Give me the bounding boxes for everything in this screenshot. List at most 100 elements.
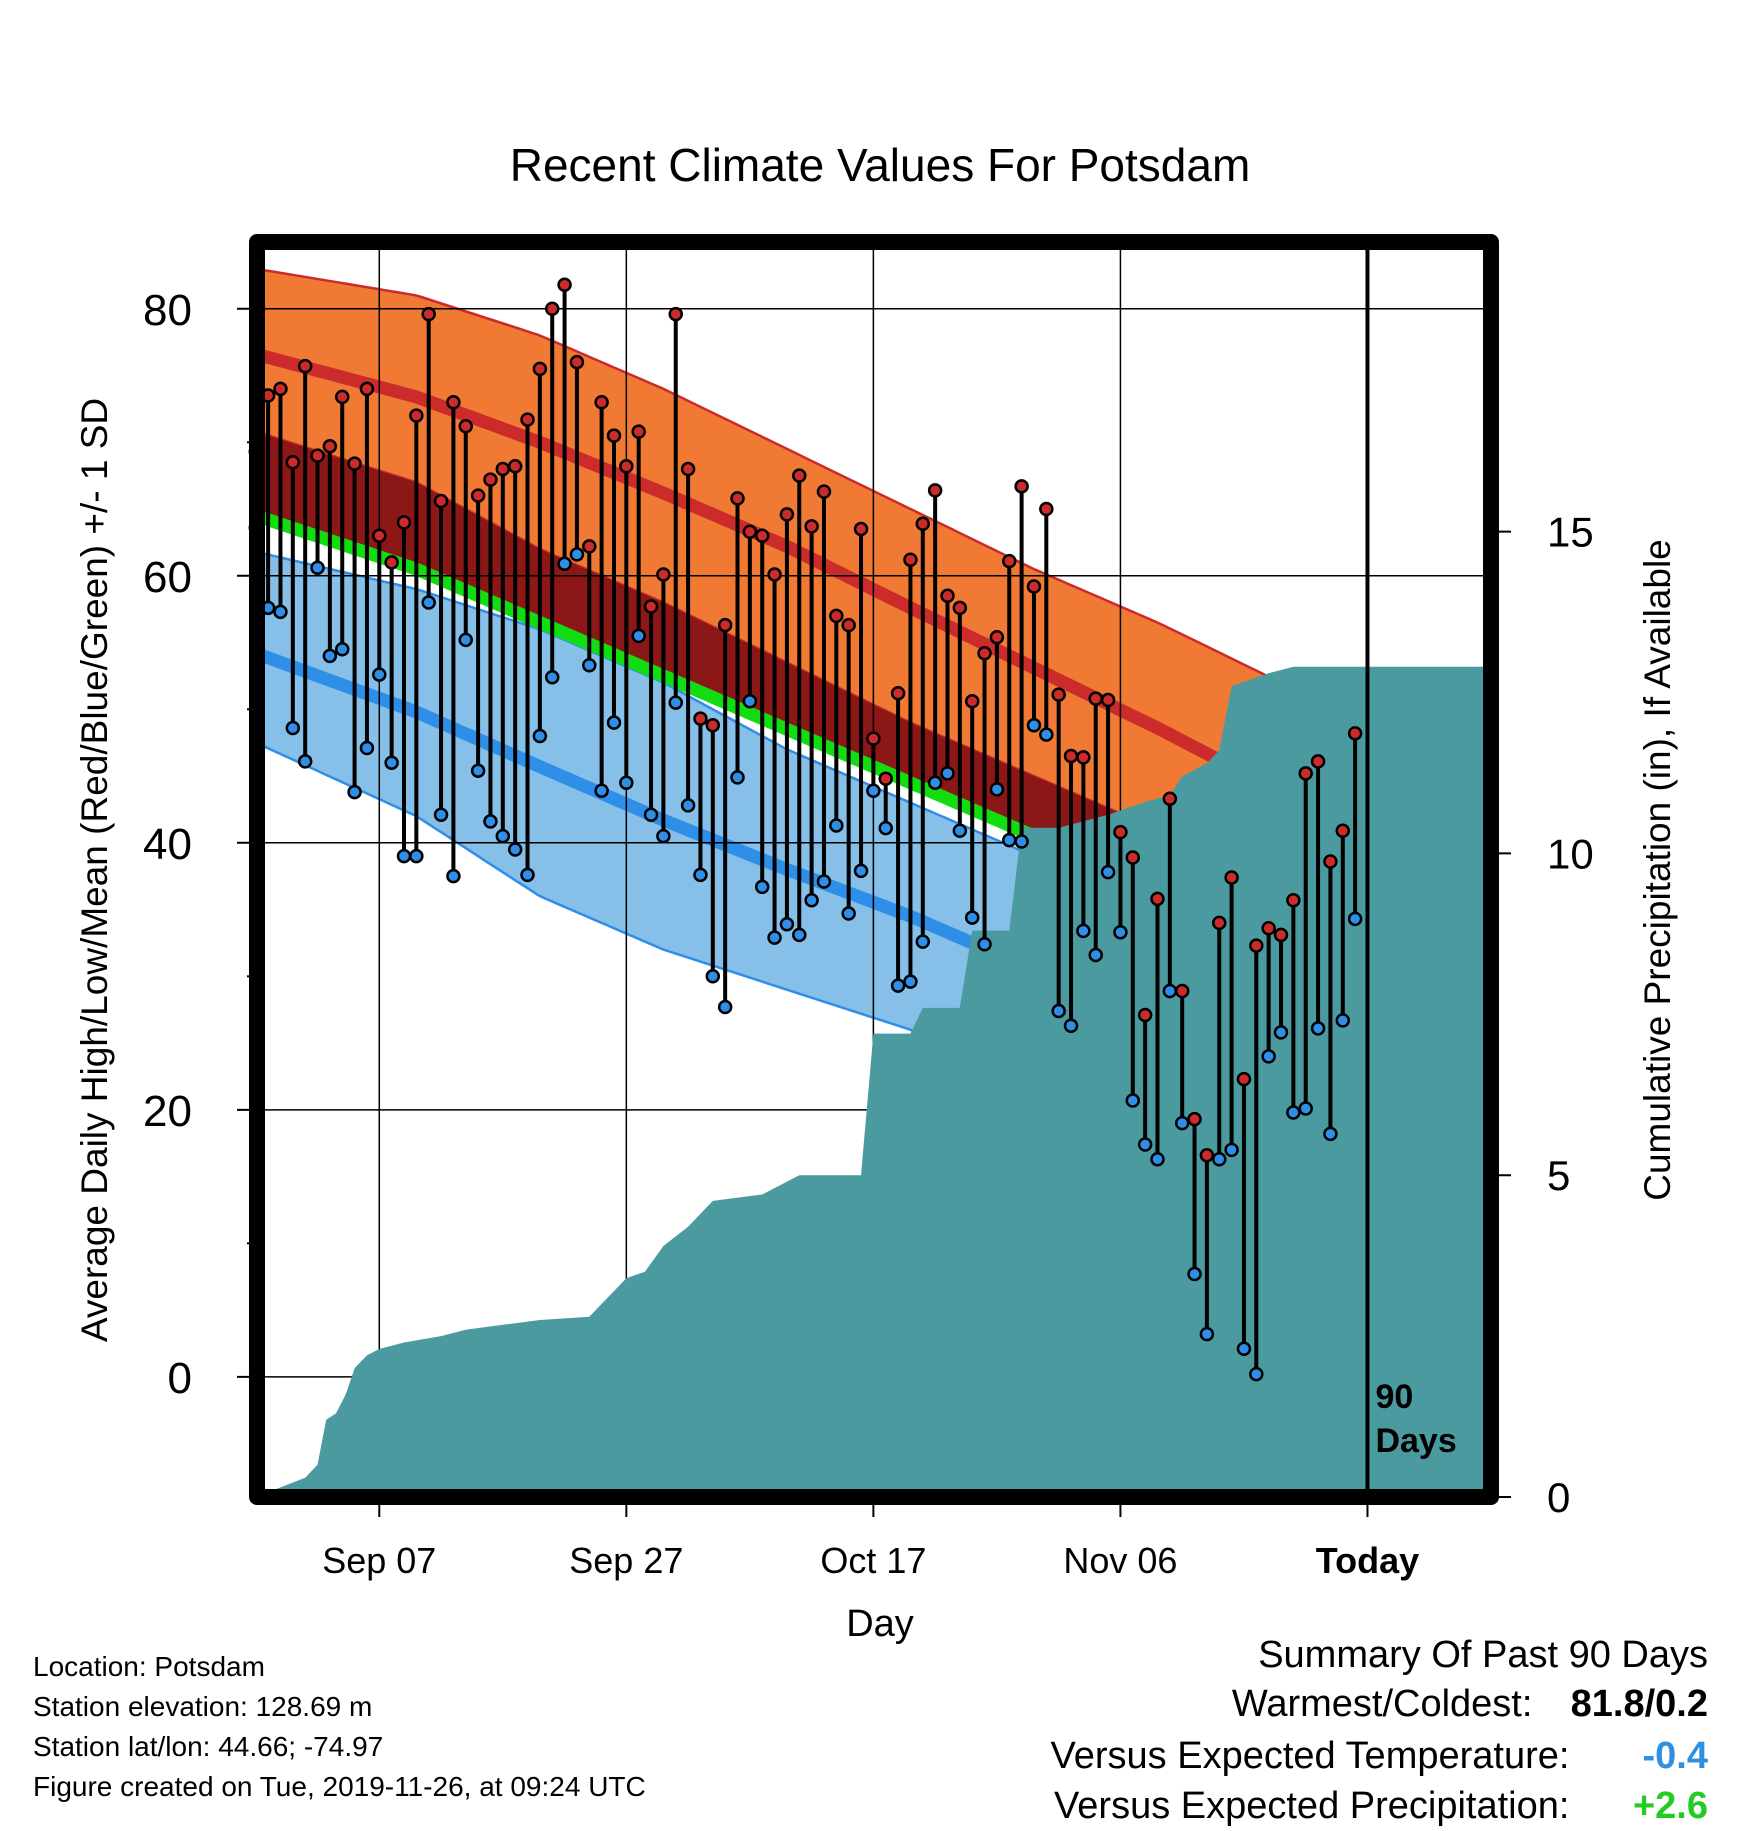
daily-high-point (569, 354, 585, 370)
y-tick-label: 40 (143, 820, 192, 869)
daily-high-point (372, 528, 387, 543)
x-axis-label: Day (846, 1603, 914, 1645)
summary-row-extremes: Warmest/Coldest: 81.8/0.2 (1051, 1678, 1708, 1731)
daily-high-point (396, 515, 412, 530)
daily-high-point (1261, 920, 1276, 936)
y2-tick-label: 10 (1547, 830, 1594, 877)
daily-low-point (1026, 718, 1042, 733)
station-latlon: Station lat/lon: 44.66; -74.97 (33, 1731, 384, 1762)
x-tick-label: Oct 17 (820, 1540, 926, 1581)
daily-high-point (878, 771, 893, 786)
daily-low-point (1113, 925, 1128, 940)
daily-low-point (730, 770, 745, 785)
daily-high-point (754, 528, 770, 543)
x-tick-label: Sep 27 (569, 1540, 683, 1581)
daily-high-point (940, 588, 955, 604)
daily-low-point (433, 807, 449, 823)
daily-high-point (742, 524, 758, 539)
daily-low-point (532, 728, 548, 744)
daily-low-point (557, 556, 572, 572)
daily-low-point (347, 784, 362, 800)
daily-high-point (668, 306, 683, 322)
daily-low-point (717, 999, 733, 1015)
daily-low-point (693, 867, 708, 883)
daily-high-point (952, 600, 968, 616)
daily-low-point (656, 828, 671, 844)
daily-low-point (1347, 911, 1363, 927)
daily-high-point (841, 617, 856, 633)
daily-low-point (1076, 923, 1091, 939)
daily-low-point (977, 937, 992, 952)
daily-high-point (853, 521, 869, 537)
daily-high-point (1236, 1071, 1252, 1087)
daily-low-point (1298, 1101, 1313, 1116)
daily-low-point (952, 823, 968, 839)
y-tick-label: 0 (168, 1354, 192, 1403)
daily-high-point (693, 711, 708, 726)
daily-high-point (483, 472, 498, 487)
daily-high-point (1310, 754, 1326, 769)
daily-low-point (1039, 727, 1054, 742)
summary-precip-label: Versus Expected Precipitation: (1054, 1785, 1570, 1827)
daily-high-point (507, 459, 523, 474)
daily-high-point (1249, 938, 1264, 953)
daily-high-point (1051, 687, 1066, 702)
summary-heading: Summary Of Past 90 Days (1258, 1634, 1708, 1676)
daily-high-point (557, 277, 572, 292)
daily-high-point (816, 484, 832, 499)
daily-low-point (396, 848, 412, 864)
today-marker-label-top: 90 (1375, 1378, 1413, 1416)
daily-high-point (619, 459, 634, 474)
daily-high-point (1187, 1111, 1202, 1127)
daily-low-point (1125, 1093, 1141, 1108)
daily-low-point (792, 927, 807, 943)
daily-high-point (779, 507, 795, 522)
daily-low-point (767, 930, 782, 945)
summary-extremes-value: 81.8/0.2 (1570, 1683, 1708, 1725)
daily-low-point (1051, 1003, 1066, 1019)
x-tick-label: Sep 07 (322, 1540, 436, 1581)
daily-low-point (903, 974, 918, 989)
daily-low-point (495, 828, 511, 844)
daily-low-point (779, 916, 795, 932)
daily-low-point (334, 641, 350, 657)
summary-precip-value: +2.6 (1632, 1785, 1708, 1827)
daily-low-point (606, 715, 622, 730)
daily-low-point (1063, 1018, 1079, 1033)
daily-low-point (544, 669, 560, 685)
daily-low-point (1310, 1021, 1326, 1036)
chart-title: Recent Climate Values For Potsdam (510, 139, 1251, 191)
station-info: Location: Potsdam Station elevation: 128… (33, 1647, 646, 1807)
daily-low-point (631, 628, 646, 644)
daily-high-point (446, 394, 461, 410)
daily-high-point (1125, 850, 1141, 865)
summary-row-temp: Versus Expected Temperature: -0.4 (1051, 1731, 1708, 1781)
daily-low-point (1002, 832, 1017, 848)
daily-high-point (297, 358, 313, 374)
summary-panel: Summary Of Past 90 Days Warmest/Coldest:… (1051, 1632, 1708, 1831)
daily-high-point (582, 539, 597, 554)
daily-high-point (285, 455, 301, 470)
daily-low-point (668, 695, 683, 710)
y-tick-label: 80 (143, 286, 192, 335)
daily-high-point (730, 491, 745, 506)
daily-low-point (1323, 1126, 1338, 1142)
daily-low-point (372, 667, 387, 682)
daily-low-point (1150, 1151, 1165, 1167)
station-location: Location: Potsdam (33, 1651, 265, 1682)
daily-high-point (1273, 927, 1289, 943)
daily-low-point (285, 720, 301, 736)
daily-high-point (470, 488, 486, 503)
daily-low-point (470, 763, 486, 778)
daily-high-point (1113, 824, 1128, 840)
today-marker-label-bottom: Days (1375, 1422, 1456, 1460)
summary-temp-value: -0.4 (1642, 1735, 1708, 1777)
daily-high-point (1199, 1147, 1215, 1163)
daily-low-point (1261, 1049, 1276, 1064)
daily-high-point (977, 645, 992, 661)
daily-low-point (841, 906, 856, 921)
daily-high-point (1347, 726, 1363, 741)
daily-high-point (1039, 501, 1054, 517)
daily-high-point (705, 718, 721, 733)
